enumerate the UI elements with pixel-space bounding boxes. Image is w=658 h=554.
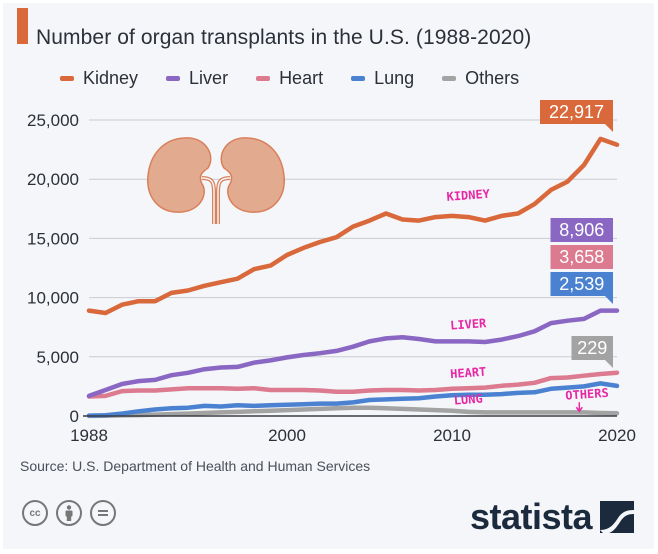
- annotation-kidney: KIDNEY: [446, 187, 491, 204]
- legend-label: Kidney: [83, 67, 139, 88]
- end-label-kidney: 22,917: [540, 100, 613, 132]
- kidney-illustration-icon: [147, 137, 285, 224]
- label-tail: [605, 296, 613, 304]
- end-label-heart: 3,658: [550, 245, 613, 269]
- label-box: [550, 218, 613, 242]
- label-box: [571, 336, 613, 360]
- x-tick-label: 1988: [70, 426, 108, 445]
- end-value-label: 229: [577, 338, 607, 358]
- attribution-icon[interactable]: [56, 500, 82, 526]
- label-box: [540, 100, 613, 124]
- source-note: Source: U.S. Department of Health and Hu…: [20, 458, 371, 474]
- y-tick-label: 10,000: [27, 289, 79, 308]
- annotation-heart: HEART: [450, 365, 487, 381]
- legend-swatch-kidney: [60, 75, 74, 81]
- cc-icon[interactable]: cc: [22, 500, 48, 526]
- title-accent-bar: [17, 8, 28, 44]
- y-tick-label: 5,000: [36, 348, 79, 367]
- y-tick-label: 25,000: [27, 111, 79, 130]
- series-line-kidney: [86, 136, 620, 316]
- label-box: [550, 245, 613, 269]
- series-lines: [86, 136, 620, 419]
- legend-label: Liver: [189, 67, 229, 88]
- chart-title: Number of organ transplants in the U.S. …: [36, 26, 532, 49]
- end-value-labels: 22,917 8,906 3,658 2,539 229: [540, 100, 613, 368]
- license-icons: cc: [22, 500, 116, 526]
- series-line-lung: [86, 381, 620, 418]
- legend-label: Others: [465, 67, 520, 88]
- label-tail: [605, 360, 613, 368]
- end-label-others: 229: [571, 336, 613, 368]
- legend: Kidney Liver Heart Lung Others: [60, 66, 519, 90]
- legend-swatch-liver: [166, 75, 181, 81]
- brand-name: statista: [470, 496, 593, 537]
- end-label-lung: 2,539: [550, 272, 613, 304]
- end-label-liver: 8,906: [550, 218, 613, 242]
- no-derivatives-icon[interactable]: [90, 500, 116, 526]
- legend-swatch-lung: [351, 75, 366, 81]
- annotation-lung: LUNG: [453, 392, 483, 408]
- statista-logo[interactable]: statista: [470, 496, 635, 538]
- equals-icon: [98, 510, 108, 516]
- end-value-label: 3,658: [559, 247, 604, 267]
- legend-item-liver[interactable]: Liver: [166, 68, 228, 89]
- x-tick-label: 2010: [433, 426, 471, 445]
- annotation-others: OTHERS: [565, 386, 609, 403]
- handwritten-annotations: KIDNEY LIVER HEART LUNG OTHERS: [446, 187, 609, 413]
- axes: 0 5,000 10,000 15,000 20,000 25,000 1988 2000 20…: [27, 111, 636, 445]
- y-tick-label: 20,000: [27, 170, 79, 189]
- legend-swatch-others: [442, 75, 457, 81]
- legend-item-others[interactable]: Others: [442, 68, 519, 89]
- person-icon: [65, 505, 73, 521]
- end-value-label: 8,906: [559, 220, 604, 240]
- y-tick-label: 15,000: [27, 229, 79, 248]
- others-arrow-icon: [575, 402, 583, 413]
- legend-item-lung[interactable]: Lung: [351, 68, 414, 89]
- legend-item-kidney[interactable]: Kidney: [60, 68, 138, 89]
- label-tail: [605, 124, 613, 132]
- series-line-others: [86, 405, 620, 419]
- legend-label: Lung: [374, 67, 415, 88]
- y-tick-label: 0: [70, 407, 79, 426]
- end-value-label: 22,917: [549, 102, 604, 122]
- series-line-heart: [86, 370, 620, 399]
- legend-item-heart[interactable]: Heart: [256, 68, 323, 89]
- end-value-label: 2,539: [559, 274, 604, 294]
- annotation-liver: LIVER: [450, 316, 488, 333]
- legend-swatch-heart: [256, 75, 271, 81]
- chart-card: [3, 3, 654, 549]
- legend-label: Heart: [279, 67, 324, 88]
- label-box: [550, 272, 613, 296]
- statista-mark-icon: [600, 501, 635, 533]
- series-line-liver: [86, 308, 620, 399]
- x-tick-label: 2020: [598, 426, 636, 445]
- x-tick-label: 2000: [268, 426, 306, 445]
